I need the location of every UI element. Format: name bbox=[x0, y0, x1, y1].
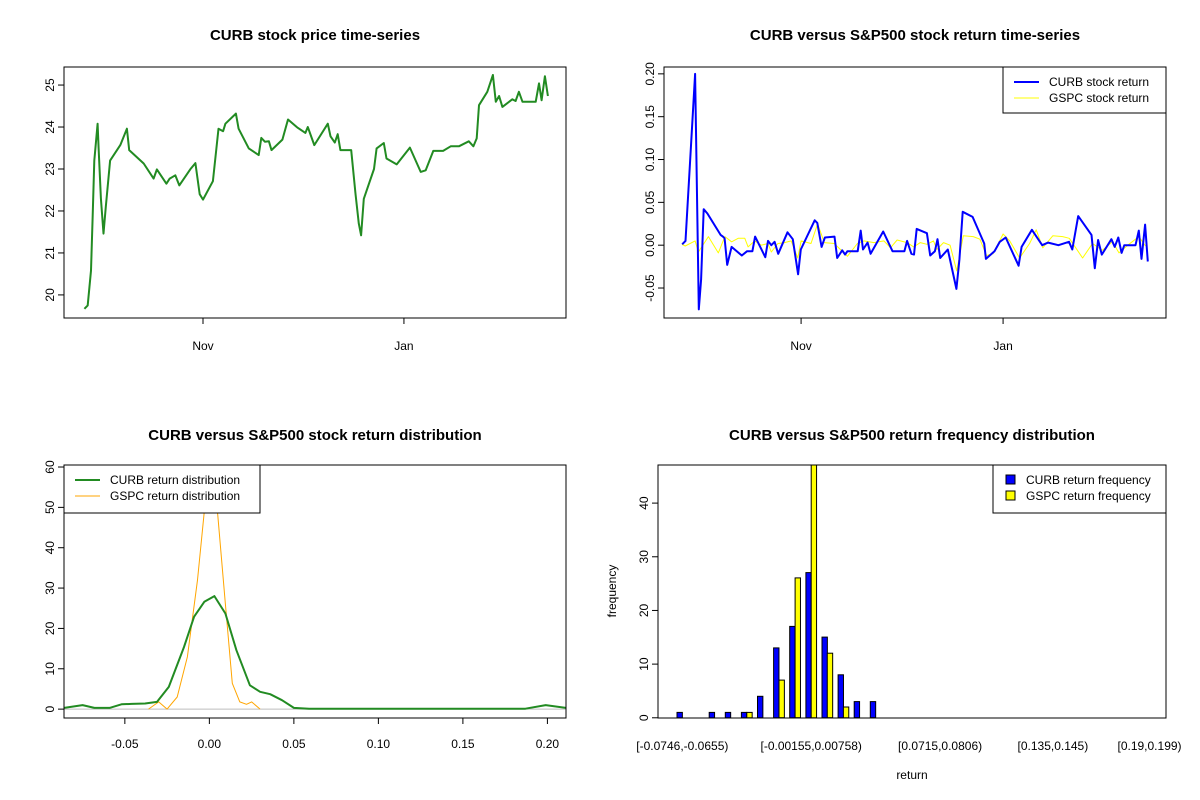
x-tick-label: 0.20 bbox=[536, 737, 560, 751]
chart-title-distribution: CURB versus S&P500 stock return distribu… bbox=[148, 427, 481, 444]
legend-label: GSPC return distribution bbox=[110, 489, 240, 503]
y-tick-label: 22 bbox=[43, 204, 57, 218]
x-tick-label: 0.15 bbox=[451, 737, 475, 751]
histogram-bar-curb bbox=[837, 674, 844, 718]
series-line-curb bbox=[83, 74, 549, 310]
histogram-bar-curb bbox=[740, 711, 748, 718]
y-tick-label: 30 bbox=[43, 581, 57, 595]
histogram-bar-curb bbox=[724, 711, 732, 718]
histogram-bar-curb bbox=[708, 711, 716, 718]
y-tick-label: 21 bbox=[43, 246, 57, 260]
y-tick-label: 0.05 bbox=[643, 190, 657, 214]
y-tick-label: 60 bbox=[43, 460, 57, 474]
legend-label: CURB stock return bbox=[1049, 75, 1149, 89]
y-tick-label: 0 bbox=[637, 714, 651, 721]
y-tick-label: 20 bbox=[43, 288, 57, 302]
legend-label: GSPC stock return bbox=[1049, 91, 1149, 105]
histogram-bar-gspc bbox=[746, 711, 753, 718]
y-tick-label: -0.05 bbox=[643, 274, 657, 302]
series-line-gspc-stock-return bbox=[681, 223, 1146, 272]
x-tick-label: 0.05 bbox=[282, 737, 306, 751]
x-tick-label: 0.00 bbox=[198, 737, 222, 751]
histogram-bar-curb bbox=[773, 647, 780, 718]
y-tick-label: 10 bbox=[43, 662, 57, 676]
histogram-bar-gspc bbox=[778, 679, 785, 718]
x-category-label: [0.135,0.145) bbox=[1018, 739, 1089, 753]
y-tick-label: 30 bbox=[637, 550, 651, 564]
x-tick-label: Nov bbox=[192, 339, 213, 353]
y-tick-label: 50 bbox=[43, 500, 57, 514]
chart-title-price: CURB stock price time-series bbox=[210, 27, 420, 44]
series-line-curb-return-distribution bbox=[64, 595, 566, 710]
x-category-label: [0.0715,0.0806) bbox=[898, 739, 982, 753]
y-tick-label: 0.10 bbox=[643, 148, 657, 172]
x-tick-label: Nov bbox=[790, 339, 811, 353]
y-tick-label: 0.20 bbox=[643, 62, 657, 86]
x-tick-label: Jan bbox=[993, 339, 1012, 353]
legend-box bbox=[63, 464, 261, 514]
y-tick-label: 10 bbox=[637, 657, 651, 671]
x-tick-label: -0.05 bbox=[111, 737, 139, 751]
histogram-bar-gspc bbox=[842, 706, 850, 718]
plot-frame-1 bbox=[663, 66, 1167, 319]
y-tick-label: 20 bbox=[43, 621, 57, 635]
legend-swatch bbox=[1005, 474, 1016, 485]
x-category-label: [0.19,0.199) bbox=[1117, 739, 1181, 753]
histogram-bar-curb bbox=[805, 572, 812, 718]
series-line-gspc-return-distribution bbox=[148, 465, 261, 710]
histogram-bar-curb bbox=[789, 625, 796, 718]
plot-frame-3 bbox=[657, 464, 1167, 719]
chart-title-returns: CURB versus S&P500 stock return time-ser… bbox=[750, 27, 1080, 44]
legend-box bbox=[992, 464, 1167, 514]
legend-label: CURB return distribution bbox=[110, 473, 240, 487]
x-tick-label: 0.10 bbox=[367, 737, 391, 751]
legend-box bbox=[1002, 66, 1167, 114]
histogram-bar-gspc bbox=[794, 577, 801, 718]
histogram-bar-curb bbox=[853, 701, 861, 718]
legend-label: GSPC return frequency bbox=[1026, 489, 1151, 503]
x-axis-label-return: return bbox=[896, 768, 927, 782]
y-tick-label: 0 bbox=[43, 705, 57, 712]
histogram-bar-curb bbox=[757, 695, 764, 718]
legend-label: CURB return frequency bbox=[1026, 473, 1151, 487]
histogram-bar-curb bbox=[821, 636, 828, 718]
histogram-bar-curb bbox=[676, 711, 683, 718]
histogram-bar-curb bbox=[869, 701, 877, 718]
histogram-bar-gspc bbox=[810, 465, 818, 718]
legend-swatch bbox=[1005, 490, 1016, 501]
y-tick-label: 40 bbox=[43, 541, 57, 555]
y-tick-label: 23 bbox=[43, 162, 57, 176]
y-tick-label: 0.00 bbox=[643, 233, 657, 257]
y-tick-label: 20 bbox=[637, 603, 651, 617]
chart-title-frequency: CURB versus S&P500 return frequency dist… bbox=[729, 427, 1095, 444]
x-category-label: [-0.0746,-0.0655) bbox=[636, 739, 728, 753]
series-line-curb-stock-return bbox=[681, 72, 1149, 311]
y-tick-label: 24 bbox=[43, 120, 57, 134]
y-tick-label: 25 bbox=[43, 78, 57, 92]
histogram-bar-gspc bbox=[826, 652, 834, 718]
x-category-label: [-0.00155,0.00758) bbox=[761, 739, 862, 753]
x-tick-label: Jan bbox=[394, 339, 413, 353]
plot-frame-0 bbox=[63, 66, 567, 319]
y-tick-label: 0.15 bbox=[643, 105, 657, 129]
y-tick-label: 40 bbox=[637, 496, 651, 510]
y-axis-label-frequency: frequency bbox=[605, 565, 619, 618]
plot-frame-2 bbox=[63, 464, 567, 719]
